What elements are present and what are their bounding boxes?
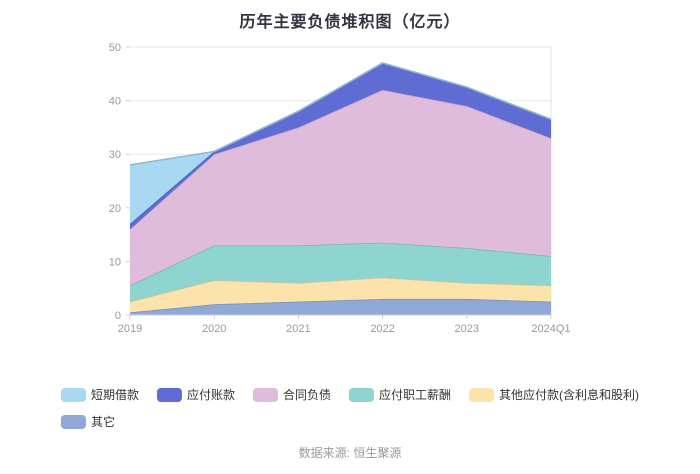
area-series-2 [130, 242, 551, 302]
legend-label: 应付职工薪酬 [379, 388, 452, 402]
legend-label: 其他应付款(含利息和股利) [499, 388, 640, 402]
y-tick-label-30: 30 [109, 149, 121, 161]
chart-title: 历年主要负债堆积图（亿元） [239, 14, 461, 31]
legend-swatch [349, 387, 375, 402]
legend-swatch [156, 387, 182, 402]
legend-label: 合同负债 [283, 388, 332, 402]
legend-item-0-2[interactable]: 合同负债 [253, 386, 331, 403]
legend-swatch [469, 387, 495, 402]
area-series-0 [130, 298, 551, 315]
legend-item-0-1[interactable]: 应付账款 [156, 386, 235, 403]
data-source: 数据来源: 恒生聚源 [298, 446, 402, 460]
stacked-area-chart: 0 10 20 30 40 50 2019 2020 2021 2022 2023 2024Q1 [109, 42, 571, 335]
y-tick-label-0: 0 [115, 310, 121, 322]
y-tick-label-40: 40 [109, 96, 121, 108]
legend-label: 其它 [90, 415, 115, 429]
x-tick-label-3: 2022 [370, 323, 394, 335]
legend-item-0-4[interactable]: 其他应付款(含利息和股利) [469, 386, 639, 403]
y-tick-label-20: 20 [109, 203, 121, 215]
area-series-3 [130, 89, 551, 286]
legend-swatch [60, 387, 86, 402]
legend-label: 短期借款 [90, 388, 139, 402]
legend: 短期借款 应付账款 合同负债 应付职工薪酬 其他应付款(含利息和股利) 其它 [60, 386, 639, 430]
legend-item-0-0[interactable]: 短期借款 [60, 386, 139, 403]
x-tick-label-2: 2021 [286, 323, 310, 335]
area-series-1 [130, 277, 551, 313]
y-tick-label-50: 50 [109, 42, 121, 54]
legend-label: 应付账款 [186, 388, 235, 402]
y-tick-label-10: 10 [109, 256, 121, 268]
legend-swatch [60, 414, 86, 429]
axes: 0 10 20 30 40 50 2019 2020 2021 2022 2023 2024Q1 [109, 42, 571, 335]
legend-row-0: 短期借款 应付账款 合同负债 应付职工薪酬 其他应付款(含利息和股利) [60, 386, 639, 403]
series-line-5 [129, 62, 552, 166]
legend-swatch [253, 387, 278, 402]
x-tick-label-4: 2023 [455, 323, 479, 335]
x-tick-label-1: 2020 [202, 323, 226, 335]
x-tick-label-0: 2019 [118, 323, 142, 335]
legend-item-0-3[interactable]: 应付职工薪酬 [349, 386, 451, 403]
legend-item-1-0[interactable]: 其它 [60, 413, 115, 430]
x-tick-label-5: 2024Q1 [531, 323, 570, 335]
area-series-4 [130, 63, 551, 230]
legend-row-1: 其它 [60, 413, 639, 430]
